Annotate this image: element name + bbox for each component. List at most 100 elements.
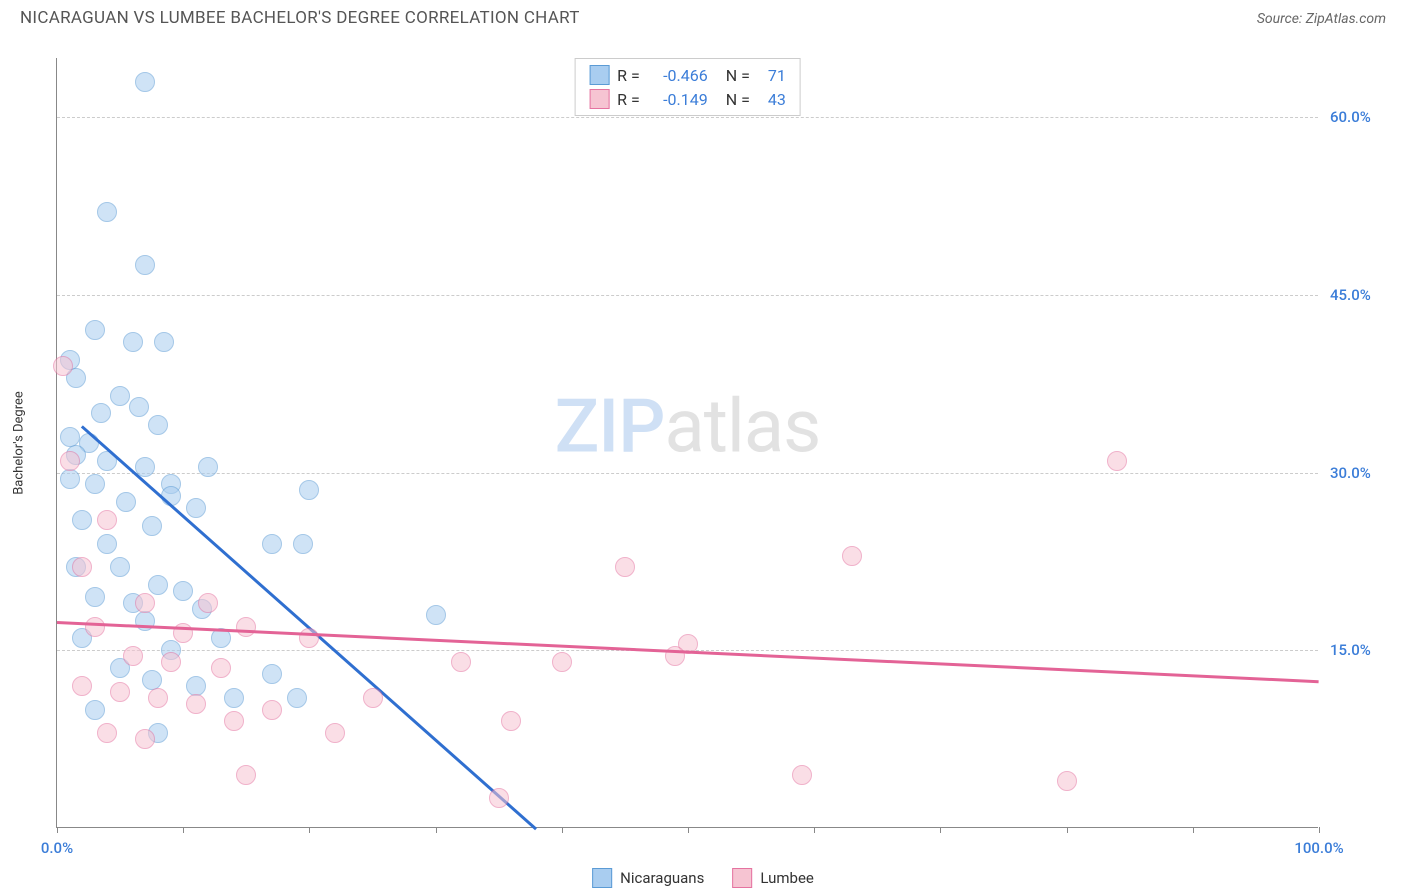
data-point: [299, 628, 319, 648]
data-point: [135, 593, 155, 613]
x-tick: [57, 827, 58, 833]
data-point: [135, 255, 155, 275]
data-point: [262, 700, 282, 720]
y-tick-label: 15.0%: [1330, 641, 1371, 659]
n-value: 71: [758, 66, 786, 85]
x-tick: [688, 827, 689, 833]
legend-swatch: [732, 868, 752, 888]
x-tick: [436, 827, 437, 833]
data-point: [489, 788, 509, 808]
legend-label: Nicaraguans: [620, 869, 704, 887]
data-point: [85, 587, 105, 607]
y-tick-label: 60.0%: [1330, 108, 1371, 126]
data-point: [123, 332, 143, 352]
n-value: 43: [758, 90, 786, 109]
data-point: [262, 534, 282, 554]
data-point: [53, 356, 73, 376]
data-point: [262, 664, 282, 684]
legend-row: R =-0.466N =71: [589, 63, 786, 87]
data-point: [116, 492, 136, 512]
data-point: [148, 415, 168, 435]
scatter-chart: ZIPatlas Bachelor's Degree R =-0.466N =7…: [56, 58, 1318, 828]
data-point: [198, 593, 218, 613]
plot-area: ZIPatlas Bachelor's Degree R =-0.466N =7…: [56, 58, 1318, 828]
data-point: [426, 605, 446, 625]
trend-line: [57, 621, 1319, 683]
legend-item: Lumbee: [732, 868, 814, 888]
r-value: -0.149: [648, 90, 708, 109]
data-point: [97, 202, 117, 222]
data-point: [97, 723, 117, 743]
data-point: [299, 480, 319, 500]
legend-correlation: R = -0.466 N = 71 R = -0.149 N = 43: [574, 58, 801, 116]
data-point: [173, 623, 193, 643]
data-point: [224, 711, 244, 731]
data-point: [60, 469, 80, 489]
legend-item: Nicaraguans: [592, 868, 704, 888]
data-point: [198, 457, 218, 477]
legend-row: R = -0.149 N = 43: [589, 87, 786, 111]
gridline: [57, 295, 1318, 296]
data-point: [154, 332, 174, 352]
data-point: [85, 700, 105, 720]
data-point: [72, 557, 92, 577]
data-point: [110, 682, 130, 702]
data-point: [325, 723, 345, 743]
data-point: [97, 510, 117, 530]
data-point: [85, 474, 105, 494]
data-point: [135, 72, 155, 92]
r-label: R =: [617, 90, 640, 109]
x-tick: [183, 827, 184, 833]
data-point: [129, 397, 149, 417]
data-point: [173, 581, 193, 601]
data-point: [97, 534, 117, 554]
x-tick: [309, 827, 310, 833]
x-tick: [814, 827, 815, 833]
y-axis-title: Bachelor's Degree: [12, 391, 27, 495]
data-point: [1107, 451, 1127, 471]
legend-series: Nicaraguans Lumbee: [592, 868, 814, 888]
gridline: [57, 473, 1318, 474]
data-point: [842, 546, 862, 566]
data-point: [236, 765, 256, 785]
data-point: [211, 658, 231, 678]
x-tick: [562, 827, 563, 833]
data-point: [1057, 771, 1077, 791]
r-label: R =: [617, 66, 640, 85]
data-point: [451, 652, 471, 672]
gridline: [57, 117, 1318, 118]
chart-title: NICARAGUAN VS LUMBEE BACHELOR'S DEGREE C…: [20, 8, 580, 28]
data-point: [148, 688, 168, 708]
data-point: [287, 688, 307, 708]
legend-swatch: [592, 868, 612, 888]
data-point: [501, 711, 521, 731]
x-tick: [1193, 827, 1194, 833]
data-point: [85, 320, 105, 340]
data-point: [792, 765, 812, 785]
legend-swatch: [589, 65, 609, 85]
data-point: [135, 729, 155, 749]
x-tick: [1067, 827, 1068, 833]
r-value: -0.466: [648, 66, 708, 85]
data-point: [142, 516, 162, 536]
data-point: [123, 646, 143, 666]
data-point: [85, 617, 105, 637]
legend-swatch: [589, 89, 609, 109]
data-point: [110, 386, 130, 406]
chart-header: NICARAGUAN VS LUMBEE BACHELOR'S DEGREE C…: [0, 0, 1406, 32]
legend-label: Lumbee: [760, 869, 814, 887]
x-tick: [1319, 827, 1320, 833]
data-point: [293, 534, 313, 554]
data-point: [91, 403, 111, 423]
data-point: [72, 676, 92, 696]
n-label: N =: [726, 90, 750, 109]
data-point: [148, 575, 168, 595]
source-credit: Source: ZipAtlas.com: [1257, 11, 1386, 27]
data-point: [236, 617, 256, 637]
data-point: [72, 510, 92, 530]
data-point: [110, 557, 130, 577]
x-tick: [940, 827, 941, 833]
data-point: [552, 652, 572, 672]
y-tick-label: 45.0%: [1330, 286, 1371, 304]
y-tick-label: 30.0%: [1330, 464, 1371, 482]
